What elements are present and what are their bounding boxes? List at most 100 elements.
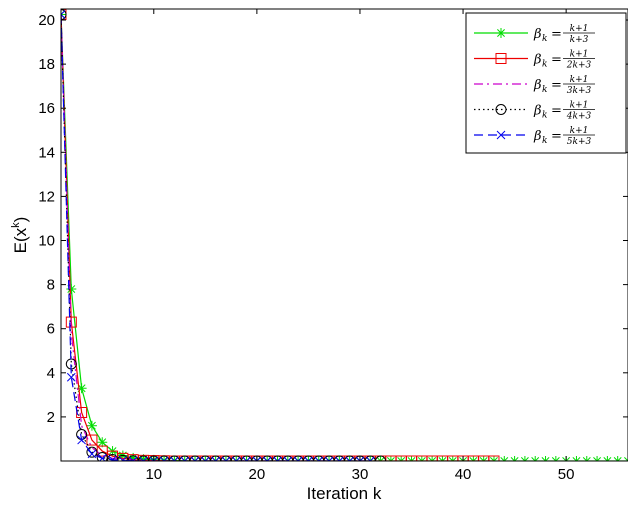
legend-entry: β k = k+13k+3 xyxy=(474,75,595,96)
data-point xyxy=(77,435,86,445)
y-tick-label: 14 xyxy=(38,144,55,161)
data-point xyxy=(447,456,458,461)
legend-entry: β k = k+12k+3 xyxy=(474,50,595,71)
data-point xyxy=(282,455,294,461)
data-point xyxy=(375,455,387,461)
legend-numerator: k+1 xyxy=(570,101,589,111)
data-point xyxy=(242,456,251,461)
data-point xyxy=(137,455,149,461)
series xyxy=(61,10,375,461)
axis-ticks: 10 20 30 40 50 2 4 6 8 10 12 14 16 18 20 xyxy=(38,9,628,483)
data-point xyxy=(488,455,500,461)
data-point xyxy=(447,455,459,461)
data-point xyxy=(292,455,304,461)
data-point xyxy=(199,455,211,461)
legend-entry: β k = k+1k+3 xyxy=(474,24,595,45)
x-tick-label: 30 xyxy=(352,466,369,483)
data-point xyxy=(66,284,77,295)
data-point xyxy=(252,456,262,461)
data-point xyxy=(210,455,222,461)
x-axis-label: Iteration k xyxy=(307,484,382,503)
y-tick-label: 20 xyxy=(38,12,55,29)
legend-subscript: k xyxy=(542,34,547,44)
legend-denominator: k+3 xyxy=(570,35,589,45)
data-point xyxy=(61,9,67,21)
legend-box xyxy=(465,12,627,154)
data-point xyxy=(612,456,623,461)
legend-subscript: k xyxy=(542,111,547,121)
data-point xyxy=(159,456,169,461)
legend-numerator: k+1 xyxy=(570,126,589,136)
legend-denominator: 5k+3 xyxy=(567,137,592,147)
data-point xyxy=(478,455,490,461)
data-point xyxy=(395,455,407,461)
y-axis-label-superscript: k xyxy=(10,222,22,228)
legend-denominator: 4k+3 xyxy=(566,112,592,122)
data-point xyxy=(406,456,417,461)
legend-numerator: k+1 xyxy=(570,50,589,60)
data-point xyxy=(189,455,201,461)
data-point xyxy=(509,456,520,461)
data-point xyxy=(293,456,303,461)
data-point xyxy=(540,456,551,461)
legend-equals: = xyxy=(551,129,562,144)
y-axis-label-close: ) xyxy=(11,217,30,223)
data-point xyxy=(261,455,273,461)
y-tick-label: 6 xyxy=(47,321,55,338)
y-tick-label: 4 xyxy=(47,365,55,382)
data-point xyxy=(97,454,107,461)
data-point xyxy=(230,455,242,461)
data-point xyxy=(426,455,438,461)
data-point xyxy=(190,456,200,461)
data-point xyxy=(365,456,375,461)
data-point xyxy=(496,28,506,38)
data-point xyxy=(180,456,190,461)
data-point xyxy=(623,456,628,461)
data-point xyxy=(211,456,220,461)
y-axis-label-main: E(x xyxy=(11,227,30,253)
x-tick-label: 10 xyxy=(145,466,162,483)
data-point xyxy=(478,456,489,461)
legend: β k = k+1k+3β k = k+12k+3β k = k+13k+3β k = k+14k+3β… xyxy=(465,12,627,154)
data-point xyxy=(488,456,499,461)
data-point xyxy=(427,456,438,461)
data-point xyxy=(324,456,334,461)
legend-denominator: 2k+3 xyxy=(566,61,592,71)
data-point xyxy=(200,456,210,461)
data-point xyxy=(406,455,418,461)
data-point xyxy=(495,104,507,115)
data-point xyxy=(499,456,510,461)
data-point xyxy=(241,455,253,461)
data-point xyxy=(86,434,98,446)
data-point xyxy=(149,456,159,461)
legend-denominator: 3k+3 xyxy=(567,86,592,96)
data-point xyxy=(345,456,355,461)
data-point xyxy=(519,456,530,461)
x-tick-label: 50 xyxy=(558,466,575,483)
data-point xyxy=(283,456,293,461)
legend-equals: = xyxy=(551,27,562,42)
series-layer xyxy=(61,9,628,461)
legend-entry: β k = k+14k+3 xyxy=(474,101,595,122)
data-point xyxy=(436,455,448,461)
legend-subscript: k xyxy=(542,85,547,95)
x-tick-label: 20 xyxy=(249,466,266,483)
data-point xyxy=(273,456,282,461)
data-point xyxy=(262,456,272,461)
data-point xyxy=(437,456,448,461)
data-point xyxy=(375,456,386,461)
legend-beta: β xyxy=(533,27,542,42)
plot-frame xyxy=(60,8,628,462)
y-tick-label: 16 xyxy=(38,100,55,117)
legend-subscript: k xyxy=(542,136,547,146)
data-point xyxy=(86,420,97,431)
data-point xyxy=(302,455,314,461)
legend-beta: β xyxy=(533,53,542,68)
series-line xyxy=(61,14,494,461)
data-point xyxy=(364,455,376,461)
data-point xyxy=(385,456,396,461)
data-point xyxy=(416,456,427,461)
data-point xyxy=(139,456,148,461)
y-tick-label: 10 xyxy=(38,233,55,250)
